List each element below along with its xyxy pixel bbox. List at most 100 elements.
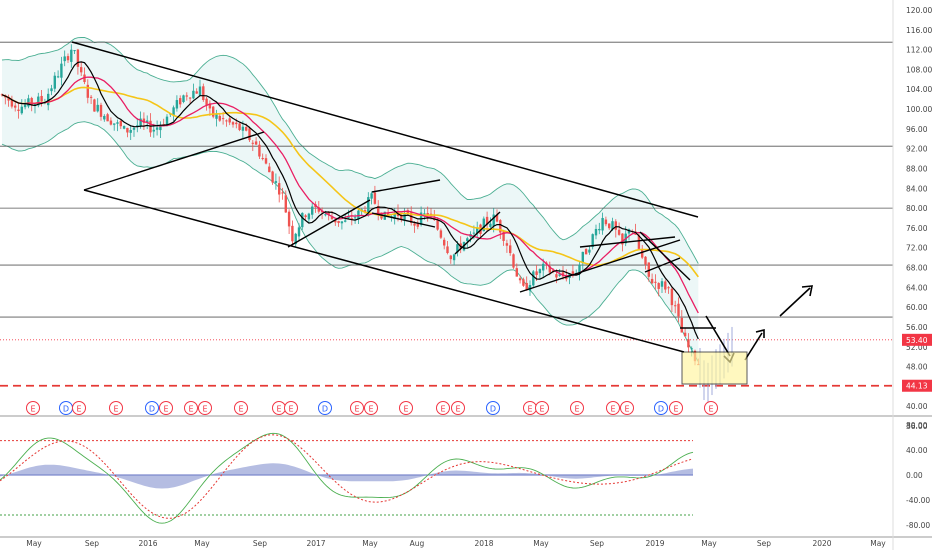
candle-body	[344, 220, 347, 222]
osc-signal-line	[0, 434, 694, 519]
price-badge	[902, 333, 932, 346]
candle-body	[650, 278, 654, 284]
event-label: D	[63, 405, 69, 414]
dividend-marker	[145, 401, 159, 415]
price-tick: 104.00	[906, 85, 932, 94]
wedge-line	[371, 179, 441, 193]
event-label: D	[149, 405, 155, 414]
candle-body	[139, 118, 142, 126]
price-tick: 92.00	[906, 145, 928, 154]
time-tick: May	[533, 539, 549, 548]
candle-body	[146, 120, 149, 123]
earnings-marker	[535, 401, 549, 415]
candle-body	[370, 193, 373, 199]
event-label: E	[238, 405, 243, 414]
candle-body	[93, 99, 96, 112]
wedge-line	[287, 199, 371, 248]
candle-body	[416, 222, 419, 227]
candle-body	[192, 90, 195, 99]
time-tick: 2017	[306, 539, 325, 548]
price-tick: 60.00	[906, 303, 928, 312]
projection-arrow-up	[744, 332, 763, 361]
wedge-line	[644, 257, 681, 273]
price-tick: 120.00	[906, 6, 932, 15]
candle-body	[284, 195, 287, 213]
candle-body	[304, 215, 307, 218]
time-tick: May	[26, 539, 42, 548]
candle-body	[268, 166, 271, 173]
time-tick: 2018	[474, 539, 493, 548]
candle-body	[439, 230, 443, 238]
price-badge-label: 53.40	[906, 336, 928, 345]
candle-body	[172, 107, 175, 116]
price-tick: 100.00	[906, 105, 932, 114]
candle-body	[621, 233, 624, 245]
candle-body	[687, 339, 690, 348]
candle-body	[347, 217, 350, 219]
dividend-marker	[654, 401, 668, 415]
candle-body	[208, 103, 212, 109]
price-tick: 40.00	[906, 402, 928, 411]
candle-body	[70, 49, 73, 62]
osc-tick: -40.00	[906, 496, 930, 505]
candle-body	[518, 278, 522, 281]
candle-body	[410, 212, 413, 223]
event-label: E	[610, 405, 615, 414]
osc-tick: -80.00	[906, 521, 930, 530]
time-tick: May	[870, 539, 886, 548]
bollinger-upper	[1, 37, 699, 264]
dividend-marker	[486, 401, 500, 415]
candle-body	[334, 219, 337, 223]
candle-body	[667, 287, 670, 289]
candle-body	[641, 249, 644, 258]
arrowhead	[755, 328, 765, 338]
osc-line	[0, 432, 694, 524]
candle-body	[340, 221, 344, 224]
time-tick: Aug	[410, 539, 425, 548]
candle-body	[505, 243, 509, 246]
candle-body	[155, 127, 159, 130]
candle-body	[320, 211, 324, 213]
candle-body	[89, 96, 93, 98]
candle-body	[185, 95, 188, 97]
price-tick: 88.00	[906, 164, 928, 173]
price-tick: 72.00	[906, 244, 928, 253]
candle-body	[83, 74, 86, 83]
candle-body	[495, 214, 499, 222]
event-label: E	[440, 405, 445, 414]
candle-body	[426, 213, 429, 216]
candle-body	[594, 228, 598, 236]
candle-body	[159, 125, 162, 131]
earnings-marker	[451, 401, 465, 415]
candle-body	[528, 284, 532, 291]
candle-body	[53, 75, 56, 89]
candle-body	[225, 120, 228, 122]
price-tick: 68.00	[906, 264, 928, 273]
candle-body	[254, 141, 258, 145]
wedge-line	[371, 212, 436, 228]
candle-body	[317, 207, 320, 212]
candle-body	[291, 225, 294, 242]
osc-tick: 80.00	[906, 421, 928, 430]
earnings-marker	[704, 401, 718, 415]
earnings-marker	[109, 401, 123, 415]
candle-body	[680, 317, 683, 333]
candle-body	[611, 221, 614, 230]
channel-upper	[71, 41, 699, 218]
candle-body	[274, 181, 278, 183]
candle-body	[558, 274, 561, 276]
candle-body	[367, 197, 370, 215]
candle-body	[452, 254, 456, 261]
price-tick: 52.00	[906, 343, 928, 352]
candle-body	[47, 93, 50, 106]
candle-body	[617, 229, 621, 235]
earnings-marker	[570, 401, 584, 415]
candle-body	[99, 104, 103, 117]
event-label: E	[673, 405, 678, 414]
candle-body	[136, 125, 139, 127]
event-label: E	[624, 405, 629, 414]
candle-body	[330, 216, 334, 220]
event-label: E	[708, 405, 713, 414]
